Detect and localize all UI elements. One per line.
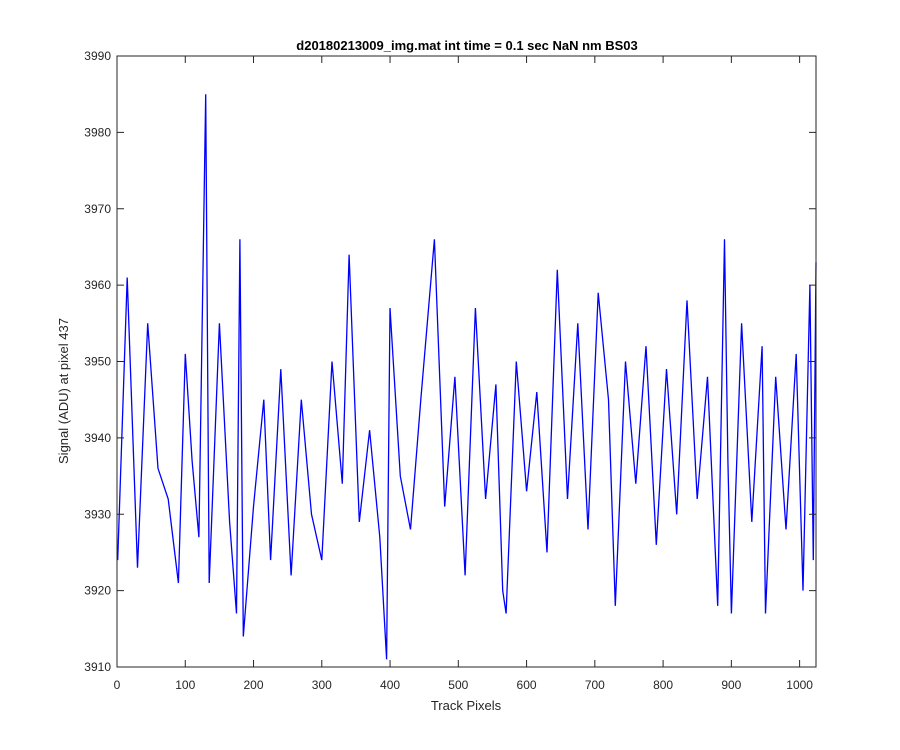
x-tick-label-700: 700 bbox=[585, 678, 605, 692]
y-tick-label-3960: 3960 bbox=[84, 278, 111, 292]
x-tick-label-500: 500 bbox=[448, 678, 468, 692]
x-tick-label-300: 300 bbox=[312, 678, 332, 692]
x-tick-label-600: 600 bbox=[517, 678, 537, 692]
x-tick-label-100: 100 bbox=[175, 678, 195, 692]
axes: 0 100 200 300 400 500 600 700 800 900 1000 3910 3920… bbox=[84, 49, 817, 692]
y-tick-label-3950: 3950 bbox=[84, 355, 111, 369]
y-tick-label-3990: 3990 bbox=[84, 49, 111, 63]
series-line-0 bbox=[117, 94, 817, 660]
y-axis-label: Signal (ADU) at pixel 437 bbox=[56, 318, 71, 464]
y-tick-label-3980: 3980 bbox=[84, 125, 111, 139]
plot-area bbox=[117, 94, 817, 660]
y-tick-label-3910: 3910 bbox=[84, 660, 111, 674]
y-tick-label-3970: 3970 bbox=[84, 202, 111, 216]
x-tick-label-900: 900 bbox=[721, 678, 741, 692]
y-tick-label-3930: 3930 bbox=[84, 507, 111, 521]
chart-title: d20180213009_img.mat int time = 0.1 sec … bbox=[296, 38, 637, 53]
x-axis-label: Track Pixels bbox=[431, 698, 502, 713]
y-tick-label-3940: 3940 bbox=[84, 431, 111, 445]
y-tick-label-3920: 3920 bbox=[84, 584, 111, 598]
x-tick-label-400: 400 bbox=[380, 678, 400, 692]
x-tick-label-0: 0 bbox=[114, 678, 121, 692]
x-tick-label-200: 200 bbox=[244, 678, 264, 692]
x-tick-label-800: 800 bbox=[653, 678, 673, 692]
x-tick-label-1000: 1000 bbox=[786, 678, 813, 692]
